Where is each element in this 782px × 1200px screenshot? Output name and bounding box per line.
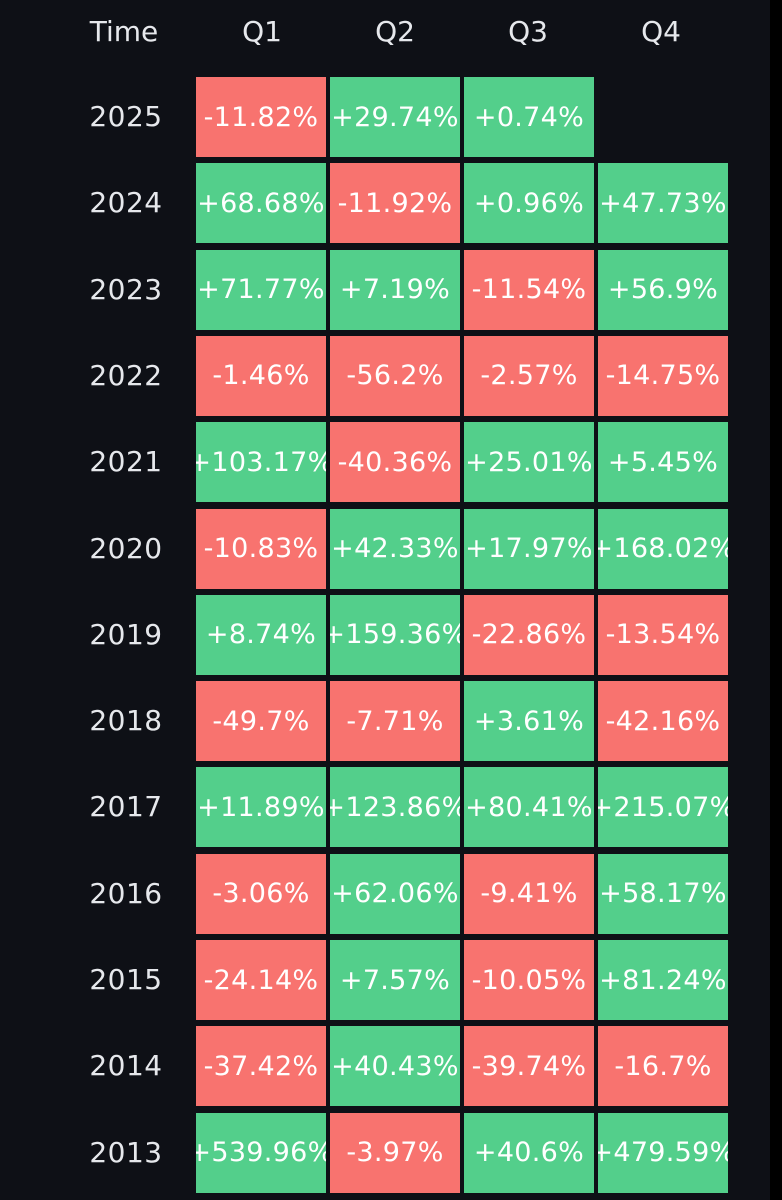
return-cell-2019-q2[interactable]: +159.36%	[330, 594, 460, 675]
return-cell-2021-q1[interactable]: +103.17%	[196, 422, 326, 503]
year-label: 2023	[89, 272, 163, 306]
year-label: 2020	[89, 531, 163, 565]
header-q2: Q2	[375, 15, 415, 48]
year-label: 2024	[89, 186, 163, 220]
return-cell-2013-q2[interactable]: -3.97%	[330, 1112, 460, 1193]
return-cell-2021-q4[interactable]: +5.45%	[598, 422, 728, 503]
return-cell-2014-q1[interactable]: -37.42%	[196, 1026, 326, 1107]
return-cell-2013-q3[interactable]: +40.6%	[464, 1112, 594, 1193]
year-label: 2014	[89, 1049, 163, 1083]
return-cell-2015-q4[interactable]: +81.24%	[598, 940, 728, 1020]
return-cell-2021-q3[interactable]: +25.01%	[464, 422, 594, 503]
return-cell-2013-q4[interactable]: +479.59%	[598, 1112, 728, 1193]
header-q4: Q4	[641, 15, 681, 48]
year-label: 2019	[89, 617, 163, 651]
return-cell-2020-q3[interactable]: +17.97%	[464, 508, 594, 589]
return-cell-2017-q3[interactable]: +80.41%	[464, 767, 594, 848]
return-cell-2024-q4[interactable]: +47.73%	[598, 163, 728, 244]
year-label: 2025	[89, 100, 163, 133]
return-cell-2024-q3[interactable]: +0.96%	[464, 163, 594, 244]
return-cell-2017-q2[interactable]: +123.86%	[330, 767, 460, 848]
return-cell-2019-q4[interactable]: -13.54%	[598, 594, 728, 675]
return-cell-2023-q3[interactable]: -11.54%	[464, 249, 594, 330]
return-cell-2020-q1[interactable]: -10.83%	[196, 508, 326, 589]
return-cell-2015-q1[interactable]: -24.14%	[196, 940, 326, 1020]
return-cell-2024-q1[interactable]: +68.68%	[196, 163, 326, 244]
return-cell-2015-q2[interactable]: +7.57%	[330, 940, 460, 1020]
return-cell-2016-q4[interactable]: +58.17%	[598, 853, 728, 934]
header-q1: Q1	[242, 15, 282, 48]
header-q3: Q3	[508, 15, 548, 48]
year-label: 2021	[89, 445, 163, 479]
return-cell-2019-q1[interactable]: +8.74%	[196, 594, 326, 675]
return-cell-2022-q3[interactable]: -2.57%	[464, 335, 594, 416]
return-cell-2015-q3[interactable]: -10.05%	[464, 940, 594, 1020]
return-cell-2018-q3[interactable]: +3.61%	[464, 681, 594, 762]
return-cell-2018-q4[interactable]: -42.16%	[598, 681, 728, 762]
screen-edge	[770, 0, 782, 1200]
return-cell-2018-q1[interactable]: -49.7%	[196, 681, 326, 762]
return-cell-2014-q3[interactable]: -39.74%	[464, 1026, 594, 1107]
return-cell-2014-q2[interactable]: +40.43%	[330, 1026, 460, 1107]
return-cell-2023-q2[interactable]: +7.19%	[330, 249, 460, 330]
return-cell-2023-q1[interactable]: +71.77%	[196, 249, 326, 330]
return-cell-2019-q3[interactable]: -22.86%	[464, 594, 594, 675]
year-label: 2017	[89, 790, 163, 824]
year-label: 2013	[89, 1135, 163, 1169]
return-cell-2016-q1[interactable]: -3.06%	[196, 853, 326, 934]
return-cell-2017-q4[interactable]: +215.07%	[598, 767, 728, 848]
return-cell-2014-q4[interactable]: -16.7%	[598, 1026, 728, 1107]
return-cell-2025-q1[interactable]: -11.82%	[196, 77, 326, 157]
return-cell-2018-q2[interactable]: -7.71%	[330, 681, 460, 762]
year-label: 2022	[89, 358, 163, 392]
header-time: Time	[89, 15, 159, 48]
return-cell-2020-q2[interactable]: +42.33%	[330, 508, 460, 589]
return-cell-2013-q1[interactable]: +539.96%	[196, 1112, 326, 1193]
return-cell-2022-q4[interactable]: -14.75%	[598, 335, 728, 416]
return-cell-2020-q4[interactable]: +168.02%	[598, 508, 728, 589]
return-cell-2016-q2[interactable]: +62.06%	[330, 853, 460, 934]
year-label: 2018	[89, 704, 163, 738]
return-cell-2022-q2[interactable]: -56.2%	[330, 335, 460, 416]
return-cell-2017-q1[interactable]: +11.89%	[196, 767, 326, 848]
year-label: 2016	[89, 876, 163, 910]
year-label: 2015	[89, 963, 163, 996]
return-cell-2025-q3[interactable]: +0.74%	[464, 77, 594, 157]
return-cell-2025-q2[interactable]: +29.74%	[330, 77, 460, 157]
return-cell-2022-q1[interactable]: -1.46%	[196, 335, 326, 416]
return-cell-2023-q4[interactable]: +56.9%	[598, 249, 728, 330]
return-cell-2021-q2[interactable]: -40.36%	[330, 422, 460, 503]
return-cell-2024-q2[interactable]: -11.92%	[330, 163, 460, 244]
return-cell-2016-q3[interactable]: -9.41%	[464, 853, 594, 934]
